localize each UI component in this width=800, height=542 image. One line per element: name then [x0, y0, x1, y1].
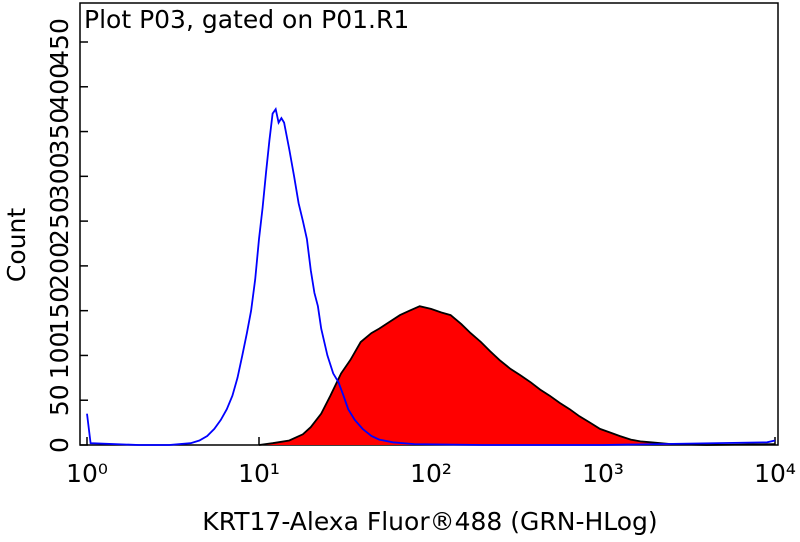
y-tick-label: 150	[45, 287, 74, 335]
y-tick-label: 200	[45, 242, 74, 290]
histogram-area	[259, 306, 775, 445]
x-tick-label: 10³	[582, 459, 624, 488]
y-tick-label: 300	[45, 152, 74, 200]
y-tick-label: 400	[45, 63, 74, 111]
y-tick-label: 250	[45, 197, 74, 245]
y-tick-label: 0	[45, 437, 74, 453]
x-tick-label: 10⁰	[66, 459, 108, 488]
y-axis-label: Count	[2, 208, 31, 282]
y-tick-label: 100	[45, 332, 74, 380]
histogram-outline	[258, 305, 776, 446]
y-tick-label: 50	[45, 384, 74, 416]
x-tick-label: 10²	[410, 459, 452, 488]
y-tick-label: 450	[45, 18, 74, 66]
x-axis-label: KRT17-Alexa Fluor®488 (GRN-HLog)	[202, 507, 657, 536]
y-tick-label: 350	[45, 108, 74, 156]
x-tick-label: 10¹	[238, 459, 280, 488]
histogram-line	[86, 107, 776, 446]
chart-title: Plot P03, gated on P01.R1	[84, 5, 409, 34]
x-tick-label: 10⁴	[754, 459, 796, 488]
